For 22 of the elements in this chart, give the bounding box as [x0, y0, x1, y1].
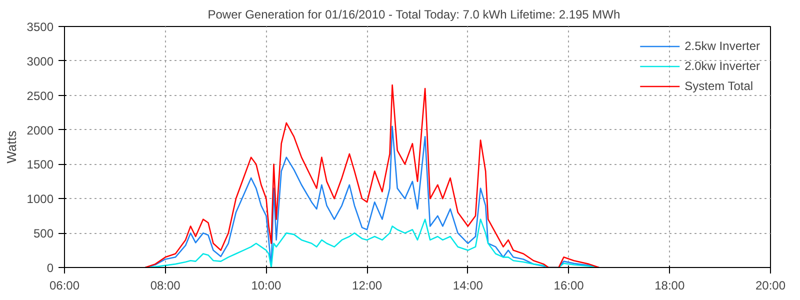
y-tick-label: 1500 — [26, 158, 54, 172]
x-tick-label: 14:00 — [452, 278, 484, 292]
x-tick-label: 06:00 — [49, 278, 80, 292]
x-tick-label: 16:00 — [554, 278, 584, 292]
y-axis-title: Watts — [4, 130, 19, 164]
y-tick-label: 500 — [33, 226, 54, 241]
chart-title: Power Generation for 01/16/2010 - Total Today: 7.0 kWh Lifetime: 2.195 MWh — [208, 8, 620, 22]
y-tick-label: 3500 — [26, 20, 54, 34]
legend-label: System Total — [684, 79, 754, 93]
y-tick-label: 2000 — [26, 123, 54, 138]
legend-label: 2.0kw Inverter — [684, 59, 760, 73]
line-series — [144, 84, 600, 268]
x-tick-label: 08:00 — [150, 278, 181, 292]
x-tick-label: 20:00 — [755, 278, 786, 292]
y-tick-label: 1000 — [26, 192, 54, 206]
y-tick-label: 2500 — [26, 88, 54, 103]
x-tick-label: 12:00 — [352, 278, 382, 292]
y-tick-label: 0 — [46, 261, 54, 275]
x-tick-label: 10:00 — [251, 278, 282, 292]
x-tick-label: 18:00 — [654, 278, 685, 292]
y-tick-label: 3000 — [26, 54, 54, 68]
legend-label: 2.5kw Inverter — [684, 39, 760, 53]
